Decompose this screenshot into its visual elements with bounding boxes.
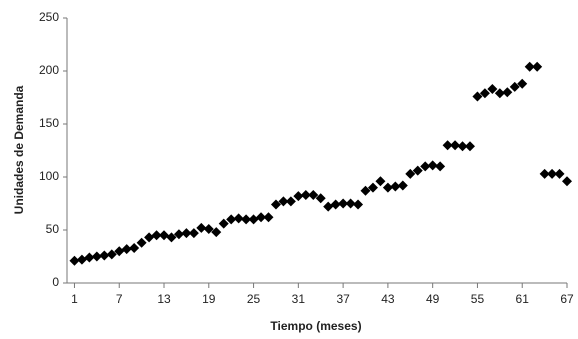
marker [114,246,125,257]
marker [76,254,87,265]
marker [472,91,483,102]
marker [367,182,378,193]
marker [405,168,416,179]
marker [69,255,80,266]
y-tick-label: 150 [39,116,59,130]
marker [173,229,184,240]
y-tick-label: 0 [52,275,59,289]
marker [136,237,147,248]
marker [144,232,155,243]
x-axis-title: Tiempo (meses) [270,319,361,333]
y-tick-label: 100 [39,169,59,183]
marker [278,196,289,207]
marker [562,176,572,187]
marker [547,168,558,179]
marker [435,161,446,172]
marker [502,87,513,98]
marker [345,198,356,209]
x-tick-label: 43 [381,292,395,306]
marker [382,182,393,193]
marker [353,199,364,210]
marker [203,223,214,234]
marker [412,165,423,176]
marker [427,160,438,171]
marker [181,228,192,239]
marker [308,190,319,201]
marker [464,141,475,152]
marker [360,185,371,196]
x-tick-label: 25 [247,292,261,306]
marker [539,168,550,179]
marker [487,84,498,95]
x-tick-label: 61 [516,292,530,306]
marker [479,88,490,99]
marker [524,61,535,72]
marker [196,222,207,233]
marker [99,250,110,261]
marker [233,213,244,224]
x-tick-label: 31 [292,292,306,306]
marker [375,176,386,187]
y-tick-label: 250 [39,10,59,24]
marker [151,230,162,241]
marker [188,228,199,239]
marker [532,61,543,72]
marker [315,193,326,204]
marker [270,199,281,210]
y-tick-label: 50 [46,222,60,236]
marker [442,140,453,151]
marker [420,161,431,172]
marker [129,243,140,254]
marker [241,214,252,225]
marker [84,252,95,263]
marker [330,199,341,210]
marker [285,196,296,207]
marker [256,212,267,223]
x-tick-label: 67 [560,292,574,306]
marker [293,191,304,202]
marker [338,198,349,209]
marker [494,88,505,99]
x-tick-label: 55 [471,292,485,306]
marker [226,214,237,225]
marker [509,81,520,92]
x-tick-label: 19 [202,292,216,306]
marker [211,227,222,238]
marker [554,168,565,179]
x-tick-label: 13 [157,292,171,306]
marker [323,201,334,212]
marker [159,230,170,241]
marker [263,212,274,223]
marker [450,140,461,151]
x-tick-label: 1 [71,292,78,306]
x-tick-label: 49 [426,292,440,306]
marker [300,190,311,201]
marker [166,232,177,243]
y-axis-title: Unidades de Demanda [12,85,26,214]
marker [248,214,259,225]
marker [517,78,528,89]
x-tick-label: 7 [116,292,123,306]
marker [91,251,102,262]
marker [218,218,229,229]
marker [121,244,132,255]
marker [390,181,401,192]
x-tick-label: 37 [336,292,350,306]
marker [457,141,468,152]
y-tick-label: 200 [39,63,59,77]
marker [397,180,408,191]
marker [106,249,117,260]
